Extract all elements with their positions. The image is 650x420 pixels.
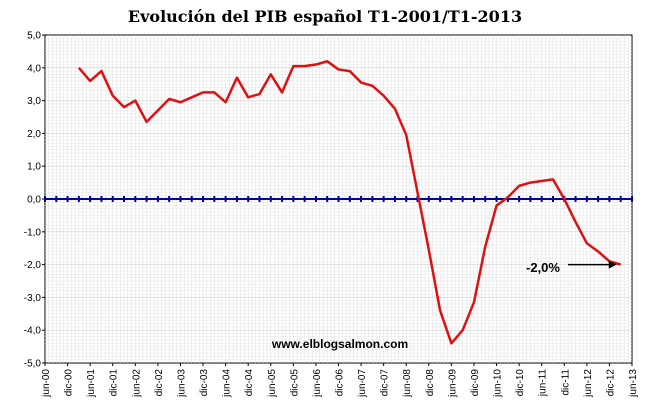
x-tick-label: jun-08 [402,369,413,398]
x-tick-label: dic-12 [605,369,616,397]
y-tick-label: -4,0 [24,326,42,337]
x-tick-label: jun-13 [628,369,639,398]
x-tick-label: jun-11 [538,369,549,397]
annotation: -2,0% [526,260,617,275]
x-tick-label: dic-00 [64,369,75,397]
x-tick-label: jun-04 [222,369,233,398]
x-tick-label: dic-04 [244,369,255,397]
x-tick-label: dic-08 [425,369,436,397]
y-tick-label: 4,0 [27,63,41,74]
x-tick-label: jun-09 [447,369,458,398]
x-tick-label: jun-03 [176,369,187,398]
y-tick-label: 1,0 [27,162,41,173]
series [77,59,622,345]
y-tick-label: 5,0 [27,31,41,42]
x-tick-label: dic-03 [199,369,210,397]
x-tick-label: jun-12 [583,369,594,398]
annotation-arrow-head [608,260,617,269]
x-tick-label: jun-05 [267,369,278,398]
y-tick-label: -5,0 [24,359,42,370]
y-tick-label: 2,0 [27,129,41,140]
x-tick-label: dic-01 [109,369,120,397]
x-tick-label: jun-02 [131,369,142,398]
x-tick-label: dic-09 [470,369,481,397]
y-tick-label: 3,0 [27,96,41,107]
x-tick-label: dic-06 [335,369,346,397]
x-tick-label: dic-11 [560,369,571,396]
axes: 5,04,03,02,01,00,0-1,0-2,0-3,0-4,0-5,0ju… [24,31,639,398]
x-tick-label: jun-00 [41,369,52,398]
zero-line [44,196,633,202]
y-tick-label: -2,0 [24,260,42,271]
x-tick-label: dic-10 [515,369,526,397]
annotation-label: -2,0% [526,260,560,275]
y-tick-label: 0,0 [27,195,41,206]
series-line-pib [77,59,622,345]
x-tick-label: dic-07 [380,369,391,397]
x-tick-label: dic-05 [289,369,300,397]
chart-title: Evolución del PIB español T1-2001/T1-201… [128,7,522,26]
source-label: www.elblogsalmon.com [271,337,408,351]
y-tick-label: -3,0 [24,293,42,304]
x-tick-label: jun-07 [357,369,368,398]
x-tick-label: jun-10 [493,369,504,398]
x-tick-label: jun-01 [86,369,97,398]
x-tick-label: dic-02 [154,369,165,397]
x-tick-label: jun-06 [312,369,323,398]
y-tick-label: -1,0 [24,227,42,238]
